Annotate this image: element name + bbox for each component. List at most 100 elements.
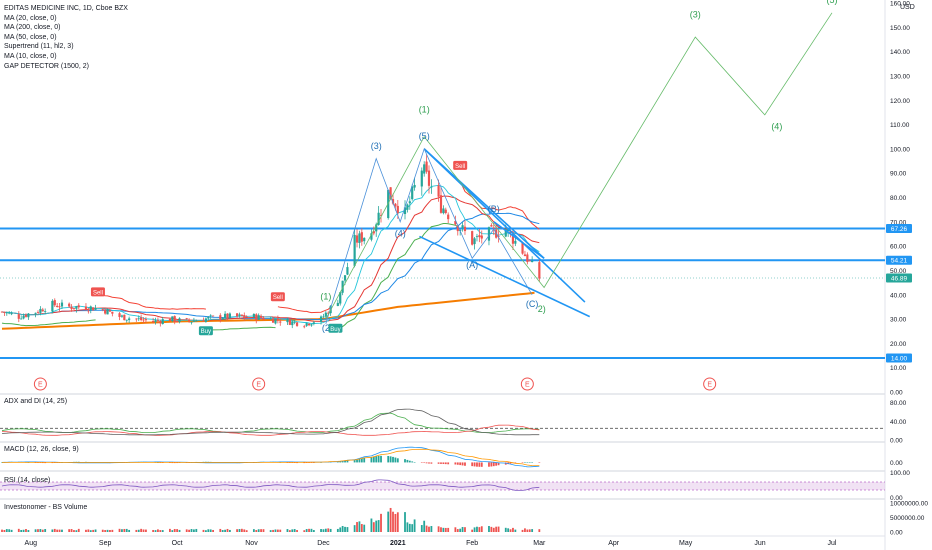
volume-bar [169, 528, 171, 532]
study-ma10[interactable]: MA (10, close, 0) [4, 52, 57, 60]
candle-body [207, 316, 210, 319]
volume-bar [10, 529, 13, 532]
macd-title[interactable]: MACD (12, 26, close, 9) [4, 446, 79, 453]
rsi-title[interactable]: RSI (14, close) [4, 477, 51, 484]
candle-body [0, 311, 4, 313]
price-tags: 67.26 54.21 46.89 14.00 [886, 223, 912, 363]
volume-bar [480, 526, 483, 532]
volume-bar [396, 512, 399, 532]
adx-axis-tick: 40.00 [890, 419, 907, 426]
study-ma50[interactable]: MA (50, close, 0) [4, 33, 57, 41]
candle-body [53, 300, 56, 306]
elliott-wave-paths[interactable] [325, 12, 833, 325]
candle-body [439, 195, 443, 213]
rsi-band-fill [0, 482, 885, 490]
candle-body [190, 321, 193, 323]
candle-body [159, 321, 162, 324]
adx-axis-tick: 0.00 [890, 438, 903, 445]
rsi-axis-tick: 0.00 [890, 495, 903, 502]
signal-badge [198, 326, 213, 336]
volume-pane [1, 507, 541, 532]
volume-bar [507, 528, 510, 532]
candle-body [221, 318, 224, 320]
trendline [493, 221, 545, 259]
price-axis-tick: 40.00 [890, 292, 907, 299]
candle-body [372, 231, 375, 234]
volume-bar [425, 525, 428, 532]
volume-bar [526, 529, 529, 532]
volume-bar [173, 528, 176, 532]
volume-bar [514, 529, 517, 532]
volume-bar [121, 529, 123, 532]
volume-bar [106, 529, 109, 532]
candle-body [178, 318, 181, 322]
candle-body [391, 199, 395, 204]
candle-body [346, 267, 349, 275]
rsi-line [1, 479, 540, 491]
study-ma200[interactable]: MA (200, close, 0) [4, 24, 61, 32]
candle-body [478, 235, 481, 238]
time-axis-tick: Jun [754, 540, 765, 547]
volume-bar [53, 528, 56, 532]
candle-body [271, 318, 275, 323]
macd-histogram-bar [353, 460, 356, 463]
price-axis[interactable]: 160.00 150.00 140.00 130.00 120.00 110.00 100.… [890, 1, 910, 397]
candle-body [319, 316, 323, 323]
candle-body [240, 314, 243, 316]
macd-histogram-bar [521, 462, 524, 463]
study-ma20[interactable]: MA (20, close, 0) [4, 14, 57, 22]
study-gap-detector[interactable]: GAP DETECTOR (1500, 2) [4, 62, 89, 70]
candle-body [104, 309, 107, 314]
macd-histogram-bar [389, 456, 392, 463]
candle-body [34, 312, 37, 314]
symbol-title[interactable]: EDITAS MEDICINE INC, 1D, Cboe BZX [4, 5, 128, 12]
volume-bar [370, 518, 373, 532]
candle-body [406, 204, 409, 210]
trendlines[interactable] [419, 148, 591, 318]
volume-bar [308, 528, 310, 532]
volume-bar [375, 520, 378, 532]
volume-bar [312, 530, 315, 532]
price-tag-box [886, 273, 912, 283]
candle-body [447, 214, 450, 220]
volume-bar [471, 529, 474, 532]
time-axis-tick: May [679, 540, 693, 547]
volume-bar [464, 527, 466, 532]
price-axis-tick: 100.00 [890, 146, 910, 153]
macd-histogram-bar [454, 462, 457, 465]
candle-body [77, 305, 80, 308]
supertrend-signals: Sell Buy Sell Buy Sell [90, 160, 468, 336]
horizontal-levels[interactable] [0, 227, 885, 359]
volume-bar [296, 530, 298, 532]
candle-body [140, 317, 143, 321]
volume-bar [68, 529, 71, 532]
volume-bar [77, 528, 80, 532]
volume-title[interactable]: Investonomer - BS Volume [4, 504, 88, 511]
candle-body [209, 315, 212, 317]
supertrend-line [1, 181, 540, 331]
macd-histogram-bar [492, 462, 495, 467]
candle-body [343, 275, 347, 281]
wave-label: (5) [419, 131, 430, 141]
volume-bar [274, 529, 277, 532]
volume-bar [109, 529, 111, 532]
price-tag-label: 46.89 [891, 276, 908, 283]
macd-histogram-bar [420, 462, 423, 463]
candle-body [118, 313, 121, 317]
volume-bar [327, 528, 330, 532]
di-minus-line [2, 424, 540, 436]
volume-bar [123, 528, 126, 532]
signal-label: Buy [201, 329, 211, 335]
volume-bar [219, 528, 222, 532]
candle-body [355, 235, 359, 243]
price-axis-tick: 20.00 [890, 341, 907, 348]
time-axis[interactable]: Aug Sep Oct Nov Dec 2021 Feb Mar Apr May Jun Jul [25, 540, 837, 547]
candle-body [454, 220, 457, 225]
volume-bar [39, 529, 42, 532]
volume-bar [442, 527, 445, 532]
adx-title[interactable]: ADX and DI (14, 25) [4, 398, 68, 405]
volume-bar [437, 526, 440, 532]
study-supertrend[interactable]: Supertrend (11, hl2, 3) [4, 43, 74, 51]
